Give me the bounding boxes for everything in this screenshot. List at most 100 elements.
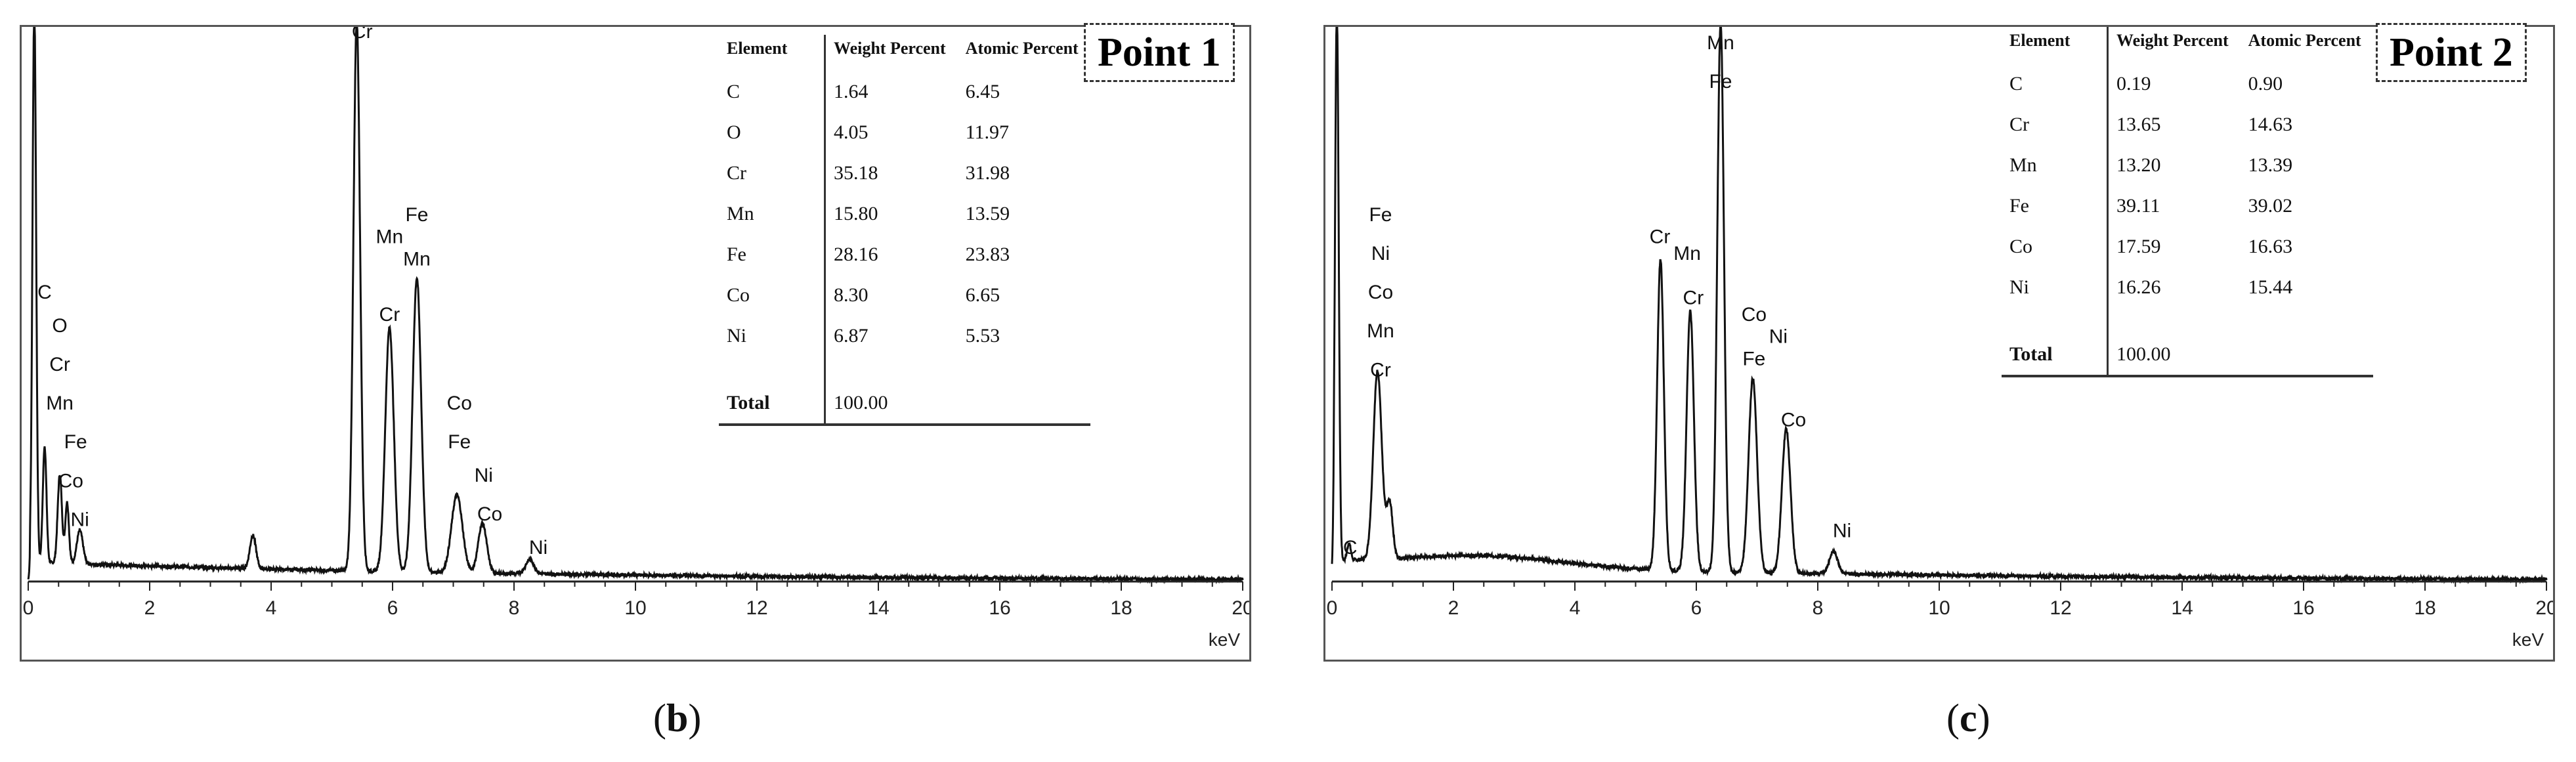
table-cell: 0.19 — [2116, 73, 2151, 95]
table-total-row: Total 100.00 — [2002, 334, 2373, 377]
x-tick-label: 16 — [989, 597, 1010, 619]
table-row: Co 8.30 6.65 — [719, 275, 1090, 316]
peak-label: Mn — [1367, 320, 1394, 342]
peak-label: Co — [1742, 304, 1767, 326]
peak-label: Cr — [1683, 287, 1704, 309]
x-tick-label: 14 — [867, 597, 889, 619]
spectrum-line — [1331, 27, 2548, 585]
table-cell: 4.05 — [834, 121, 869, 143]
table-cell: 100.00 — [2107, 334, 2241, 377]
peak-label: Ni — [1833, 520, 1851, 541]
table-row: Ni 6.87 5.53 — [719, 316, 1090, 356]
table-row: Fe 39.11 39.02 — [2002, 186, 2373, 226]
table-cell: 28.16 — [834, 243, 878, 265]
table-cell: Co — [2002, 226, 2109, 267]
peak-label: C — [1343, 537, 1358, 559]
peak-label: O — [52, 315, 67, 337]
table-cell: 15.44 — [2248, 276, 2293, 298]
peak-label: Ni — [70, 509, 89, 531]
x-tick-label: 8 — [509, 597, 520, 619]
x-tick-label: 18 — [2414, 597, 2436, 619]
x-tick-label: 16 — [2292, 597, 2314, 619]
table-total-row: Total 100.00 — [719, 383, 1090, 426]
table-cell: 13.59 — [965, 203, 1010, 224]
x-axis-label: keV — [1209, 629, 1241, 650]
table-row: C 0.19 0.90 — [2002, 64, 2373, 104]
table-cell: Total — [719, 383, 826, 426]
peak-label: Cr — [49, 354, 70, 375]
peak-label: Cr — [379, 304, 400, 326]
table-cell — [2240, 334, 2373, 377]
peak-label: Mn — [1707, 32, 1734, 54]
x-tick-label: 12 — [746, 597, 767, 619]
peak-label: Cr — [1650, 226, 1671, 248]
peak-label: Fe — [448, 431, 471, 453]
table-row: Ni 16.26 15.44 — [2002, 267, 2373, 308]
eds-panel-c: 0 2 4 6 8 10 12 14 16 18 20 keV Fe Ni Co Mn Cr C Cr Mn Cr Mn F… — [1323, 23, 2555, 662]
eds-spectrum-b: 0 2 4 6 8 10 12 14 16 18 20keVCOCrMnFeCoNiCrMnFeMn… — [23, 27, 1249, 650]
x-tick-label: 2 — [144, 597, 156, 619]
x-tick-label: 10 — [624, 597, 646, 619]
point-label-c: Point 2 — [2376, 23, 2527, 82]
caption-b: (b) — [653, 696, 702, 740]
table-row: Mn 15.80 13.59 — [719, 194, 1090, 234]
table-cell: 13.39 — [2248, 154, 2293, 176]
peak-label: Mn — [376, 226, 404, 248]
table-cell: 13.20 — [2116, 154, 2161, 176]
table-row: Mn 13.20 13.39 — [2002, 145, 2373, 186]
table-cell: Fe — [719, 234, 826, 275]
table-header: Weight Percent — [2116, 31, 2229, 50]
x-tick-label: 0 — [23, 597, 34, 619]
table-cell: Mn — [719, 194, 826, 234]
x-tick-label: 20 — [1232, 597, 1249, 619]
peak-label: Mn — [46, 392, 74, 414]
table-header: Atomic Percent — [2248, 31, 2361, 50]
composition-table-c: Element Weight Percent Atomic Percent C 0.19… — [2002, 27, 2373, 377]
composition-table-b: Element Weight Percent Atomic Percent C 1.64… — [719, 35, 1090, 426]
x-tick-label: 6 — [1691, 597, 1702, 619]
table-row: Fe 28.16 23.83 — [719, 234, 1090, 275]
table-cell: 15.80 — [834, 203, 878, 224]
x-axis-label: keV — [2512, 629, 2544, 650]
table-cell: 39.11 — [2116, 195, 2160, 217]
table-cell: 13.65 — [2116, 114, 2161, 135]
table-row: Co 17.59 16.63 — [2002, 226, 2373, 267]
peak-label: Fe — [64, 431, 87, 453]
x-tick-label: 4 — [1570, 597, 1581, 619]
x-tick-label: 8 — [1813, 597, 1824, 619]
table-cell: 6.65 — [965, 284, 1000, 306]
peak-label: Mn — [1673, 243, 1701, 265]
table-cell: 0.90 — [2248, 73, 2283, 95]
peak-label: Co — [1368, 282, 1393, 303]
table-cell: 39.02 — [2248, 195, 2293, 217]
spectrum-line — [27, 27, 1244, 585]
table-cell: 16.26 — [2116, 276, 2161, 298]
x-tick-label: 20 — [2535, 597, 2553, 619]
peak-label: Mn — [403, 248, 431, 270]
table-cell: C — [719, 72, 826, 112]
x-tick-label: 2 — [1448, 597, 1459, 619]
peak-label: Co — [1781, 409, 1806, 431]
table-cell: 35.18 — [834, 162, 878, 184]
table-cell: Co — [719, 275, 826, 316]
x-tick-label: 18 — [1110, 597, 1132, 619]
table-cell — [957, 383, 1090, 426]
table-cell: 11.97 — [965, 121, 1010, 143]
table-row: O 4.05 11.97 — [719, 112, 1090, 153]
table-row: Cr 13.65 14.63 — [2002, 104, 2373, 145]
table-cell: Cr — [719, 153, 826, 194]
table-cell: 6.87 — [834, 325, 869, 347]
x-tick-label: 10 — [1928, 597, 1950, 619]
table-cell: 6.45 — [965, 81, 1000, 102]
table-header: Element — [719, 35, 826, 72]
eds-panel-b: 0 2 4 6 8 10 12 14 16 18 20 keV C O Cr Mn Fe Co Ni Cr Mn Fe Mn… — [20, 23, 1251, 662]
x-tick-label: 6 — [387, 597, 398, 619]
table-cell: C — [2002, 64, 2109, 104]
peak-label: Co — [447, 392, 472, 414]
peak-label: Fe — [1742, 348, 1765, 370]
table-cell: Total — [2002, 334, 2109, 377]
x-tick-label: 12 — [2050, 597, 2071, 619]
table-header: Atomic Percent — [965, 39, 1079, 58]
peak-label: Ni — [1371, 243, 1390, 265]
table-cell: 100.00 — [825, 383, 958, 426]
